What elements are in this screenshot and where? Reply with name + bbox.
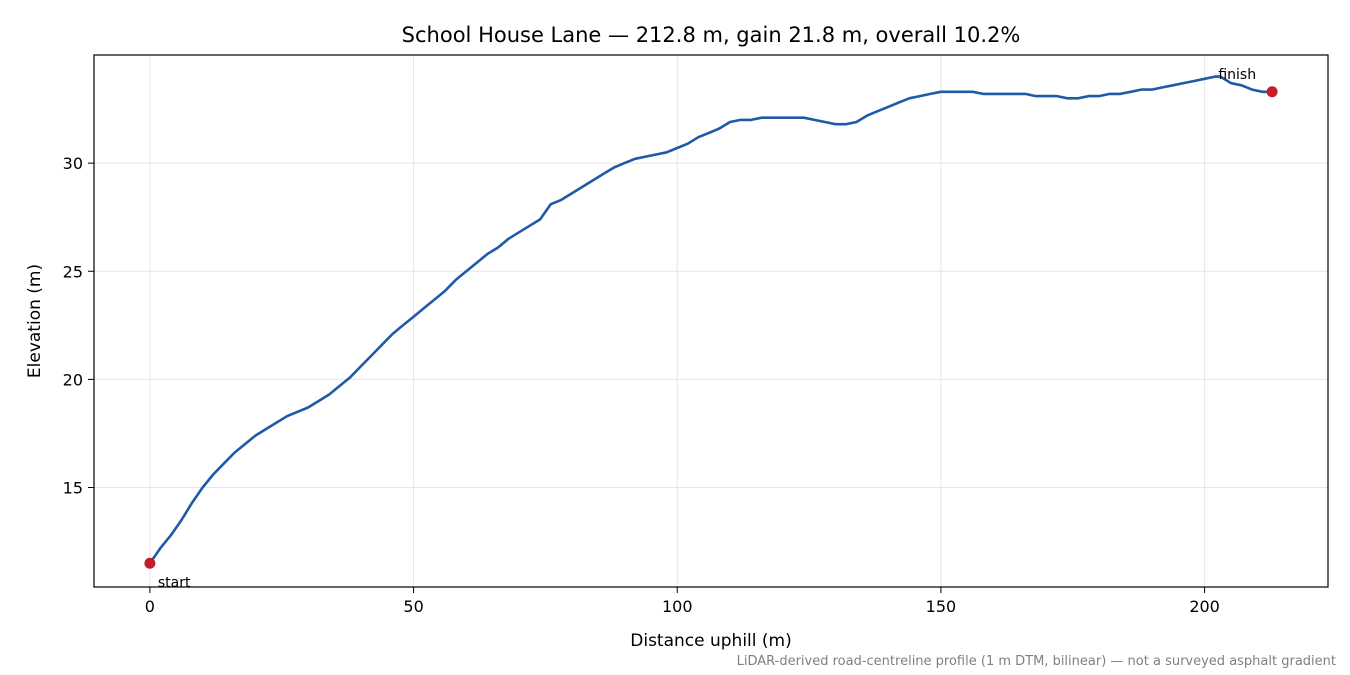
x-axis-label: Distance uphill (m)	[630, 631, 791, 651]
footnote: LiDAR-derived road-centreline profile (1…	[737, 654, 1336, 669]
plot-frame	[93, 54, 1329, 588]
x-tick-label: 200	[1189, 597, 1220, 616]
x-tick-label: 50	[403, 597, 423, 616]
data-series: start finish	[144, 67, 1278, 591]
y-axis-label: Elevation (m)	[25, 264, 45, 378]
grid-lines	[94, 55, 1328, 587]
x-tick-label: 0	[145, 597, 155, 616]
start-marker	[144, 557, 156, 569]
x-tick-label: 150	[926, 597, 957, 616]
finish-marker	[1266, 86, 1278, 98]
finish-label: finish	[1218, 67, 1256, 83]
chart-title: School House Lane — 212.8 m, gain 21.8 m…	[402, 23, 1021, 47]
y-tick-label: 30	[63, 154, 83, 173]
y-tick-label: 20	[63, 370, 83, 389]
start-label: start	[158, 575, 191, 591]
elevation-line	[148, 75, 1273, 564]
axis-ticks: 0 50 100 150 200 15 20 25 30	[63, 154, 1220, 616]
y-tick-label: 25	[63, 262, 83, 281]
y-tick-label: 15	[63, 479, 83, 498]
x-tick-label: 100	[662, 597, 693, 616]
